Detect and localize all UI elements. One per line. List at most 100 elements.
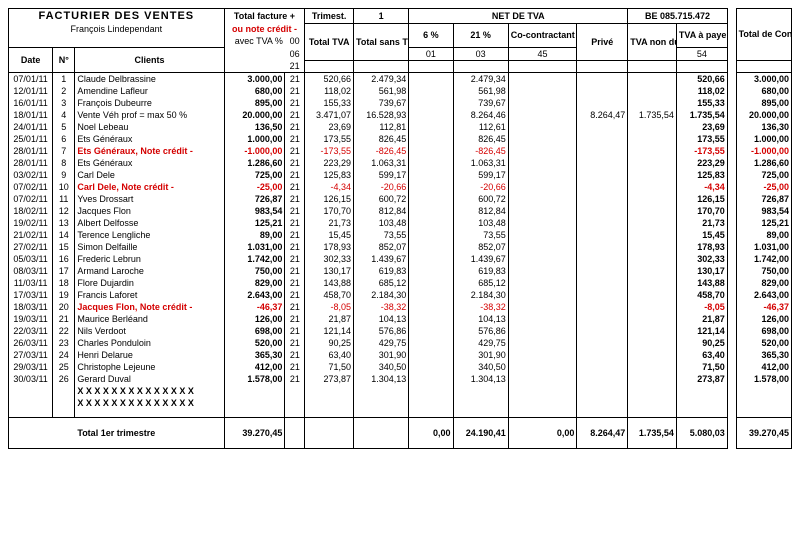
cell-ctrl: 126,00 [736, 313, 791, 325]
totals-ctrl: 39.270,45 [736, 418, 791, 449]
cell-sanstva: 2.479,34 [354, 73, 409, 86]
cell-21pct: 599,17 [453, 169, 508, 181]
cell-fact: 1.286,60 [224, 157, 285, 169]
cell-tvapct: 21 [285, 241, 305, 253]
cell-sanstva: 429,75 [354, 337, 409, 349]
cell-fact: 412,00 [224, 361, 285, 373]
hdr-note-credit: ou note crédit - [224, 23, 305, 35]
cell-6pct [409, 97, 453, 109]
cell-prive [577, 85, 628, 97]
cell-prive [577, 361, 628, 373]
cell-21pct: 8.264,46 [453, 109, 508, 121]
cell-tottva: 178,93 [305, 241, 354, 253]
cell-prive [577, 325, 628, 337]
cell-client: Yves Drossart [75, 193, 224, 205]
cell-prive [577, 145, 628, 157]
cell-sanstva: 16.528,93 [354, 109, 409, 121]
cell-6pct [409, 85, 453, 97]
cell-client: Ets Généraux, Note crédit - [75, 145, 224, 157]
cell-sanstva: 576,86 [354, 325, 409, 337]
cell-num: 3 [53, 97, 75, 109]
cell-tottva: 143,88 [305, 277, 354, 289]
cell-date: 24/01/11 [9, 121, 53, 133]
cell-6pct [409, 313, 453, 325]
cell-payer: 23,69 [676, 121, 727, 133]
cell-tvapct: 21 [285, 205, 305, 217]
cell-sanstva: 826,45 [354, 133, 409, 145]
totals-fact: 39.270,45 [224, 418, 285, 449]
hdr-net-tva: NET DE TVA [409, 9, 628, 24]
cell-sanstva: 852,07 [354, 241, 409, 253]
cell-21pct: 2.479,34 [453, 73, 508, 86]
cell-tottva: 118,02 [305, 85, 354, 97]
cell-prive [577, 241, 628, 253]
cell-client: Francis Laforet [75, 289, 224, 301]
table-row: 08/03/1117Armand Laroche750,0021130,1761… [9, 265, 792, 277]
cell-nondue [628, 73, 677, 86]
cell-ctrl: 3.000,00 [736, 73, 791, 86]
cell-num: 1 [53, 73, 75, 86]
cell-num: 9 [53, 169, 75, 181]
table-row: 12/01/112Amendine Lafleur680,0021118,025… [9, 85, 792, 97]
totals-6pct: 0,00 [409, 418, 453, 449]
cell-nondue [628, 301, 677, 313]
cell-date: 07/02/11 [9, 181, 53, 193]
cell-date: 03/02/11 [9, 169, 53, 181]
cell-prive [577, 289, 628, 301]
cell-nondue [628, 241, 677, 253]
cell-fact: 3.000,00 [224, 73, 285, 86]
cell-client: Maurice Berléand [75, 313, 224, 325]
cell-payer: -4,34 [676, 181, 727, 193]
cell-6pct [409, 193, 453, 205]
cell-cc [508, 313, 577, 325]
table-row: 21/02/1114Terence Lengliche89,002115,457… [9, 229, 792, 241]
hdr-date: Date [9, 47, 53, 73]
cell-tvapct: 21 [285, 193, 305, 205]
cell-prive [577, 349, 628, 361]
cell-sanstva: 1.304,13 [354, 373, 409, 385]
cell-cc [508, 193, 577, 205]
table-row: 19/03/1121Maurice Berléand126,002121,871… [9, 313, 792, 325]
cell-filler: X X X X X X X X X X X X X X [75, 385, 224, 397]
cell-ctrl: 89,00 [736, 229, 791, 241]
cell-ctrl: 125,21 [736, 217, 791, 229]
hdr-prive: Privé [577, 23, 628, 60]
hdr-6pct: 6 % [409, 23, 453, 47]
cell-ctrl: 520,00 [736, 337, 791, 349]
cell-cc [508, 289, 577, 301]
cell-date: 18/03/11 [9, 301, 53, 313]
cell-21pct: 1.063,31 [453, 157, 508, 169]
cell-prive [577, 121, 628, 133]
cell-21pct: 2.184,30 [453, 289, 508, 301]
cell-6pct [409, 241, 453, 253]
cell-num: 6 [53, 133, 75, 145]
cell-payer: 155,33 [676, 97, 727, 109]
cell-sanstva: 104,13 [354, 313, 409, 325]
cell-tvapct: 21 [285, 97, 305, 109]
hdr-total-facture: Total facture + [224, 9, 305, 24]
cell-nondue [628, 313, 677, 325]
cell-date: 19/03/11 [9, 313, 53, 325]
cell-nondue [628, 181, 677, 193]
cell-nondue [628, 97, 677, 109]
cell-prive [577, 313, 628, 325]
hdr-cocontract: Co-contractant [508, 23, 577, 47]
cell-6pct [409, 169, 453, 181]
cell-fact: 126,00 [224, 313, 285, 325]
cell-num: 14 [53, 229, 75, 241]
cell-tottva: -4,34 [305, 181, 354, 193]
cell-client: Flore Dujardin [75, 277, 224, 289]
hdr-21pct: 21 % [453, 23, 508, 47]
table-row: 29/03/1125Christophe Lejeune412,002171,5… [9, 361, 792, 373]
cell-sanstva: -38,32 [354, 301, 409, 313]
cell-ctrl: 1.031,00 [736, 241, 791, 253]
cell-sanstva: 600,72 [354, 193, 409, 205]
cell-client: Albert Delfosse [75, 217, 224, 229]
cell-sanstva: 739,67 [354, 97, 409, 109]
hdr-6pct-sub: 01 [409, 47, 453, 60]
hdr-total-sans-tva: Total sans TVA [354, 23, 409, 60]
cell-date: 11/03/11 [9, 277, 53, 289]
cell-prive [577, 253, 628, 265]
cell-client: Frederic Lebrun [75, 253, 224, 265]
cell-nondue [628, 325, 677, 337]
